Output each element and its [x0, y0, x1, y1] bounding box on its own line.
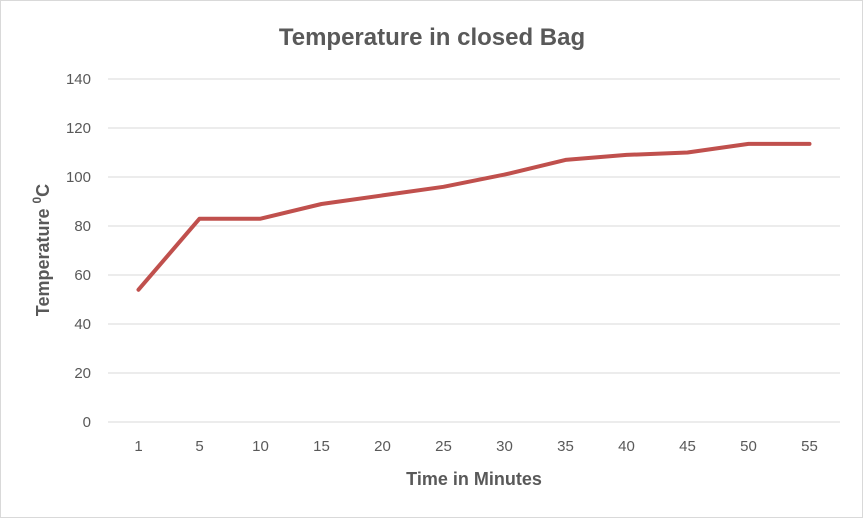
y-tick-label: 100 — [66, 169, 91, 186]
x-tick-label: 30 — [496, 438, 513, 455]
y-tick-label: 60 — [74, 267, 91, 284]
x-tick-label: 15 — [313, 438, 330, 455]
y-tick-label: 140 — [66, 71, 91, 88]
x-tick-label: 55 — [801, 438, 818, 455]
series-line — [136, 141, 812, 292]
y-axis-title-text: Temperature — [33, 203, 53, 316]
y-tick-label: 40 — [74, 316, 91, 333]
x-tick-label: 10 — [252, 438, 269, 455]
x-tick-label: 20 — [374, 438, 391, 455]
chart-title: Temperature in closed Bag — [279, 24, 585, 51]
y-tick-label: 120 — [66, 120, 91, 137]
x-tick-label: 45 — [679, 438, 696, 455]
x-tick-label: 1 — [134, 438, 142, 455]
y-tick-label: 80 — [74, 218, 91, 235]
gridlines — [108, 78, 840, 423]
y-axis-title-unit: C — [33, 184, 53, 197]
x-tick-label: 5 — [195, 438, 203, 455]
y-tick-label: 0 — [83, 414, 91, 431]
y-axis-ticks: 0 20 40 60 80 100 120 140 — [66, 71, 91, 431]
x-axis-ticks: 1 5 10 15 20 25 30 35 40 45 50 55 — [134, 438, 818, 455]
x-tick-label: 25 — [435, 438, 452, 455]
y-axis-title: Temperature 0C — [30, 184, 53, 316]
y-tick-label: 20 — [74, 365, 91, 382]
x-tick-label: 35 — [557, 438, 574, 455]
x-axis-title: Time in Minutes — [406, 469, 542, 489]
y-axis-title-superscript: 0 — [30, 196, 44, 203]
x-tick-label: 50 — [740, 438, 757, 455]
x-tick-label: 40 — [618, 438, 635, 455]
